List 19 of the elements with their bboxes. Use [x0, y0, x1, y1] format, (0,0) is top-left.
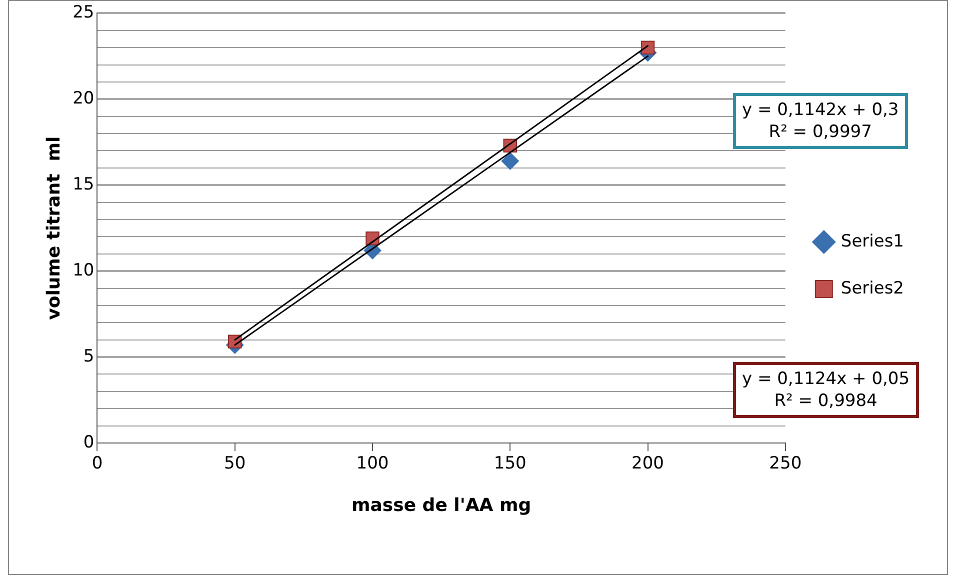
y-tick-label: 15 — [72, 174, 94, 195]
y-tick-label: 25 — [72, 2, 94, 23]
y-tick-label: 20 — [72, 88, 94, 109]
y-tick-label: 10 — [72, 260, 94, 280]
x-tick-label: 200 — [632, 454, 664, 474]
legend-label: Series2 — [840, 278, 904, 298]
x-tick-label: 100 — [356, 454, 389, 474]
y-tick-label: 0 — [83, 432, 94, 452]
x-tick-label: 250 — [769, 454, 802, 474]
x-tick-label: 150 — [494, 454, 526, 474]
x-tick-label: 50 — [224, 454, 246, 474]
y-axis-title: volume titrant ml — [43, 136, 64, 320]
point — [640, 40, 655, 54]
y-tick-label: 5 — [83, 346, 94, 366]
x-axis-title: masse de l'AA mg — [352, 494, 532, 516]
legend-label: Series1 — [840, 231, 904, 252]
point — [501, 152, 520, 170]
annotation: y = 0,1124x + 0,05 R² = 0,9984 — [733, 362, 919, 418]
annotation: y = 0,1142x + 0,3 R² = 0,9997 — [733, 93, 908, 150]
